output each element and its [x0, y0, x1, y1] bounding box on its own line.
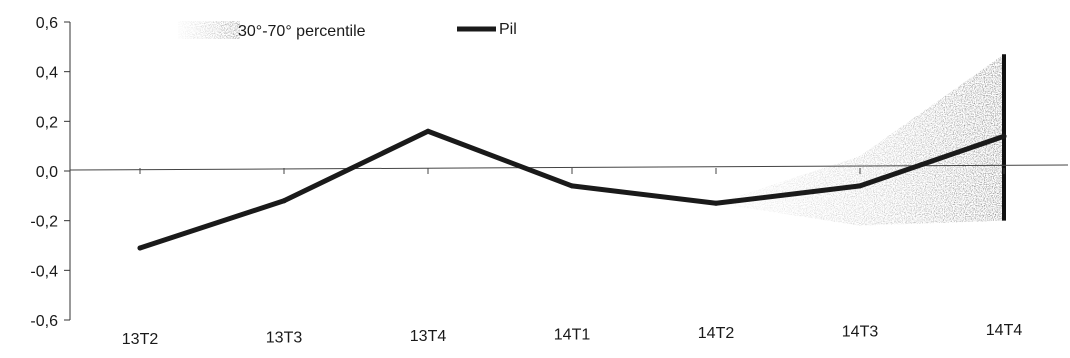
data-point-pil [281, 198, 287, 204]
legend-swatch-percentile-band [178, 21, 240, 39]
y-tick-label: -0,6 [30, 313, 58, 330]
y-tick-label: 0,2 [36, 114, 58, 131]
y-tick-label: -0,4 [30, 263, 58, 280]
x-tick-label: 13T4 [410, 328, 447, 345]
data-point-pil [1001, 133, 1007, 139]
data-point-pil [857, 183, 863, 189]
y-tick-label: 0,0 [36, 164, 58, 181]
x-tick-label: 14T3 [842, 324, 879, 341]
y-tick-label: 0,6 [36, 15, 58, 32]
tick-labels: -0,6 -0,4 -0,2 0,0 0,2 0,4 0,6 13T2 13T3 13T4 14T1… [30, 15, 1022, 348]
data-point-pil [425, 128, 431, 134]
zero-baseline [69, 164, 1069, 171]
x-tick-label: 14T2 [698, 325, 735, 342]
x-tick-label: 13T3 [266, 330, 303, 347]
y-tick-label: -0,2 [30, 214, 58, 231]
series-layer [137, 128, 1007, 251]
legend-label-pil: Pil [499, 21, 517, 38]
x-tick-label: 14T1 [554, 327, 591, 344]
axes [64, 21, 1069, 321]
legend: 30°-70° percentile Pil [178, 21, 517, 40]
y-tick-label: 0,4 [36, 65, 58, 82]
data-point-pil [137, 245, 143, 251]
percentile-band-area [716, 54, 1004, 226]
data-point-pil [713, 200, 719, 206]
x-tick-label: 14T4 [986, 322, 1023, 339]
x-tick-label: 13T2 [122, 331, 159, 348]
legend-label-percentile-band: 30°-70° percentile [238, 23, 366, 40]
data-point-pil [569, 183, 575, 189]
